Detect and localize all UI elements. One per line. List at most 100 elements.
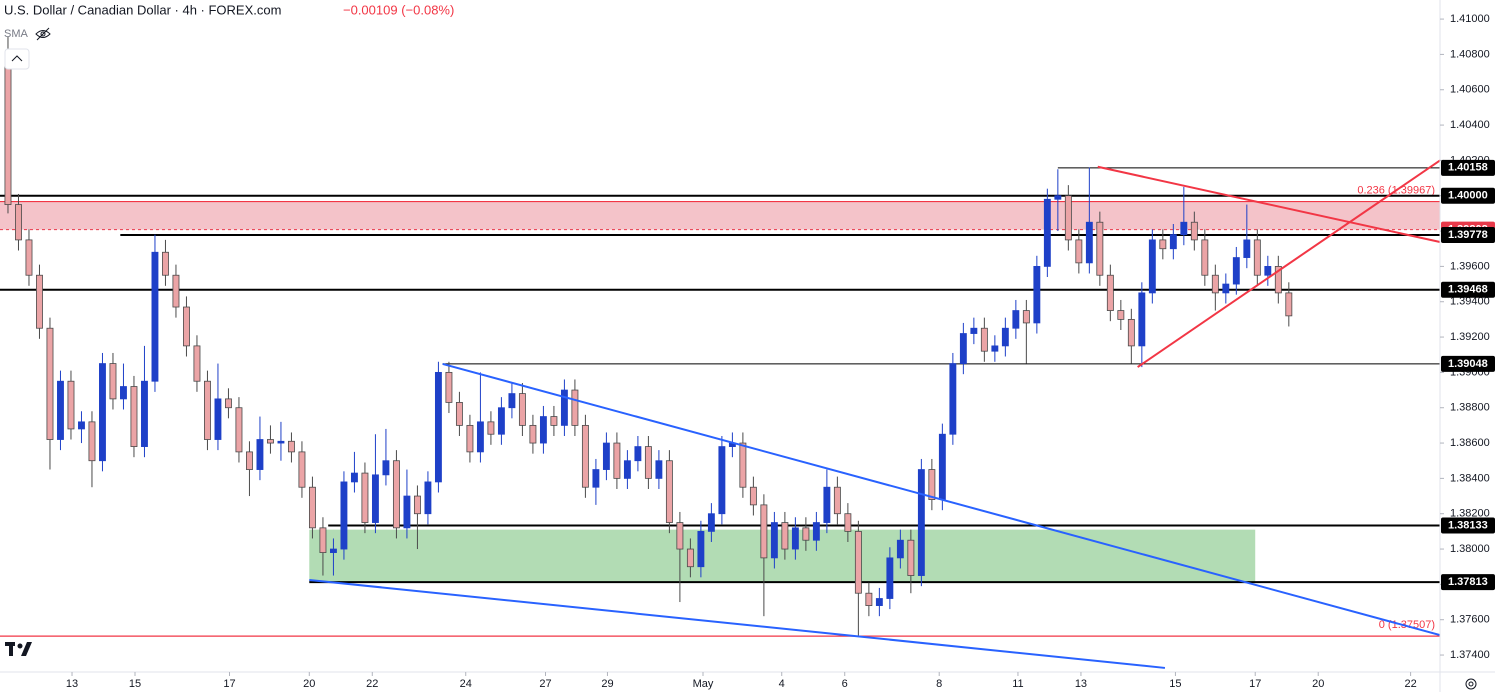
x-tick-label: 20 (303, 678, 315, 690)
settings-icon[interactable] (1465, 678, 1477, 690)
candle-body (1169, 234, 1177, 250)
candle-body (476, 421, 484, 453)
candle-body (928, 469, 936, 500)
candle-body (1054, 195, 1062, 200)
candle-body (287, 440, 295, 453)
candle-body (1285, 292, 1293, 317)
y-tick-label: 1.39600 (1450, 260, 1490, 272)
candle-body (298, 451, 306, 488)
candle-body (141, 380, 148, 447)
candle-body (1127, 318, 1135, 347)
price-tag-label: 1.39468 (1448, 284, 1488, 296)
candle-body (1180, 221, 1188, 235)
candle-body (844, 513, 852, 532)
candle-body (424, 481, 432, 515)
y-tick-label: 1.41000 (1450, 13, 1490, 25)
candle-body (1064, 195, 1072, 241)
y-tick-label: 1.40800 (1450, 48, 1490, 60)
candle-body (1211, 274, 1219, 294)
candle-body (949, 363, 957, 435)
candle-body (959, 333, 967, 364)
candle-body (1075, 239, 1083, 264)
visibility-icon[interactable] (35, 27, 51, 41)
price-tag-label: 1.40158 (1448, 162, 1488, 174)
price-tag-label: 1.39048 (1448, 358, 1488, 370)
candle-body (613, 442, 621, 479)
candle-body (739, 442, 747, 488)
candle-body (676, 522, 684, 550)
candle-body (277, 440, 285, 444)
candle-body (718, 446, 726, 515)
candle-body (1033, 265, 1041, 324)
x-tick-label: 22 (1404, 678, 1416, 690)
candle-body (4, 62, 12, 205)
candle-body (151, 251, 159, 382)
candle-body (403, 495, 411, 529)
candle-body (120, 386, 127, 400)
candle-body (392, 460, 400, 529)
zone (0, 201, 1440, 230)
price-change: −0.00109 (−0.08%) (343, 2, 454, 17)
candle-body (1264, 265, 1272, 276)
candle-body (592, 469, 600, 488)
candle-body (25, 239, 33, 276)
candle-body (917, 469, 925, 576)
price-tag (1441, 355, 1495, 372)
y-tick-label: 1.40600 (1450, 84, 1490, 96)
price-tag (1441, 226, 1495, 243)
y-tick-label: 1.37400 (1450, 649, 1490, 661)
trendline (442, 362, 1441, 637)
candle-body (655, 460, 663, 479)
candle-body (466, 424, 474, 453)
candle-body (172, 274, 180, 308)
collapse-button[interactable] (4, 48, 30, 70)
x-tick-label: 8 (936, 678, 942, 690)
trendline (1137, 159, 1441, 368)
candle-body (183, 306, 190, 347)
x-tick-label: 15 (1169, 678, 1181, 690)
candle-body (308, 486, 316, 529)
candle-body (781, 522, 789, 550)
candle-body (225, 398, 232, 409)
candle-body (57, 380, 64, 440)
x-tick-label: 11 (1012, 678, 1023, 690)
candle-body (130, 386, 138, 447)
candle-body (529, 424, 537, 444)
price-tag (1441, 159, 1495, 176)
candle-body (865, 592, 873, 606)
candle-body (350, 472, 358, 483)
x-tick-label: 27 (539, 678, 551, 690)
candle-body (896, 539, 904, 559)
candle-body (1022, 310, 1030, 324)
candle-body (602, 442, 610, 470)
candle-body (1001, 327, 1009, 347)
candle-body (1159, 239, 1167, 250)
x-tick-label: 13 (1075, 678, 1087, 690)
x-tick-label: 17 (223, 678, 235, 690)
candle-body (644, 446, 652, 479)
candle-body (1232, 257, 1240, 285)
candle-body (550, 416, 558, 426)
candle-body (760, 504, 768, 559)
candle-body (36, 274, 43, 329)
candle-body (329, 548, 337, 553)
candle-body (497, 407, 505, 435)
candle-body (455, 402, 463, 426)
candle-body (697, 530, 705, 568)
candle-body (1117, 310, 1125, 320)
candle-body (571, 389, 579, 426)
candle-body (246, 451, 253, 470)
y-tick-label: 1.37600 (1450, 614, 1490, 626)
y-tick-label: 1.38400 (1450, 472, 1490, 484)
candle-body (46, 327, 54, 440)
candle-body (1012, 310, 1020, 329)
y-tick-label: 1.38000 (1450, 543, 1490, 555)
candle-body (770, 522, 778, 559)
candle-body (413, 495, 421, 515)
candle-body (235, 407, 243, 453)
candle-body (256, 439, 264, 470)
candle-body (162, 251, 169, 276)
candle-body (487, 421, 495, 435)
candle-body (854, 530, 862, 594)
